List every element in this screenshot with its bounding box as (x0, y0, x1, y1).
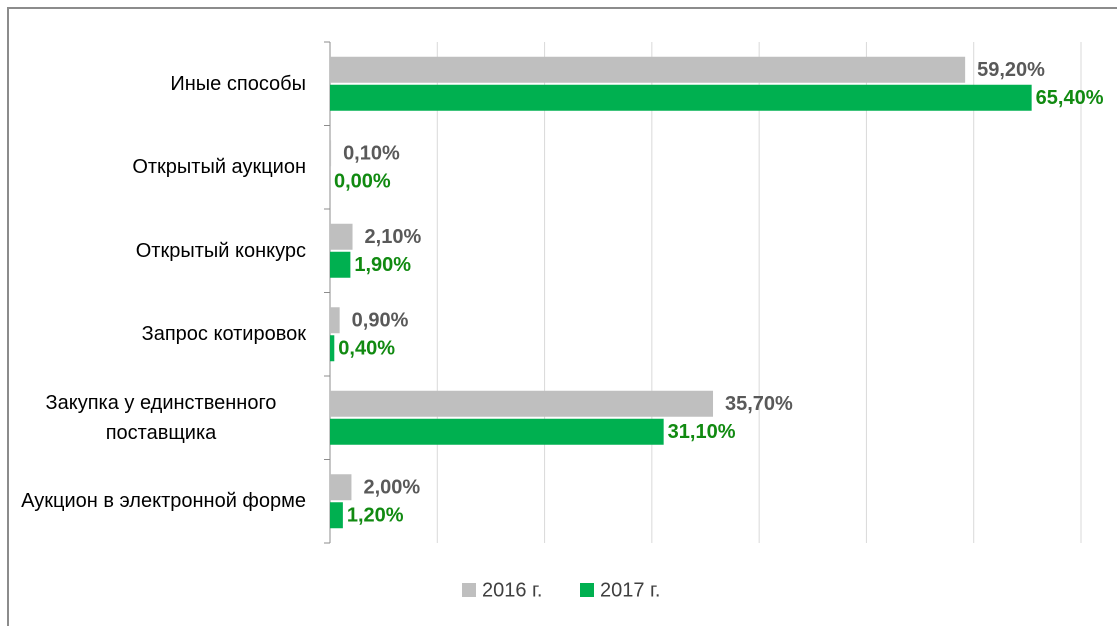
value-label: 59,20% (977, 59, 1045, 81)
value-label: 31,10% (668, 421, 736, 443)
value-label: 2,00% (363, 477, 420, 499)
category-label: Открытый конкурс (6, 209, 306, 293)
bar (330, 502, 343, 529)
bar (330, 307, 340, 334)
bar (330, 251, 351, 278)
bar (330, 84, 1032, 111)
value-label: 1,90% (354, 254, 411, 276)
value-label: 0,00% (334, 171, 391, 193)
value-label: 35,70% (725, 393, 793, 415)
category-label: Закупка у единственного поставщика (6, 376, 306, 460)
legend-label: 2016 г. (482, 579, 542, 601)
bar (330, 335, 335, 362)
chart-border (7, 7, 1117, 626)
category-text: Закупка у единственного поставщика (45, 391, 277, 444)
bar (330, 418, 664, 445)
value-label: 65,40% (1036, 87, 1104, 109)
category-text: Иные способы (170, 72, 306, 95)
value-label: 0,40% (338, 338, 395, 360)
bar (330, 390, 714, 417)
category-label: Запрос котировок (6, 293, 306, 377)
value-label: 0,90% (352, 310, 409, 332)
bar (330, 140, 332, 167)
category-label: Иные способы (6, 42, 306, 126)
category-label: Аукцион в электронной форме (6, 460, 306, 544)
bar (330, 474, 352, 501)
category-label: Открытый аукцион (6, 126, 306, 210)
category-text: Аукцион в электронной форме (21, 490, 306, 513)
value-label: 1,20% (347, 505, 404, 527)
bar (330, 223, 353, 250)
category-text: Запрос котировок (141, 323, 306, 346)
value-label: 2,10% (365, 226, 422, 248)
bar (330, 56, 966, 83)
legend-swatch (580, 583, 594, 597)
legend-swatch (462, 583, 476, 597)
category-text: Открытый аукцион (132, 156, 306, 179)
category-text: Открытый конкурс (135, 239, 306, 262)
value-label: 0,10% (343, 143, 400, 165)
legend-label: 2017 г. (600, 579, 660, 601)
